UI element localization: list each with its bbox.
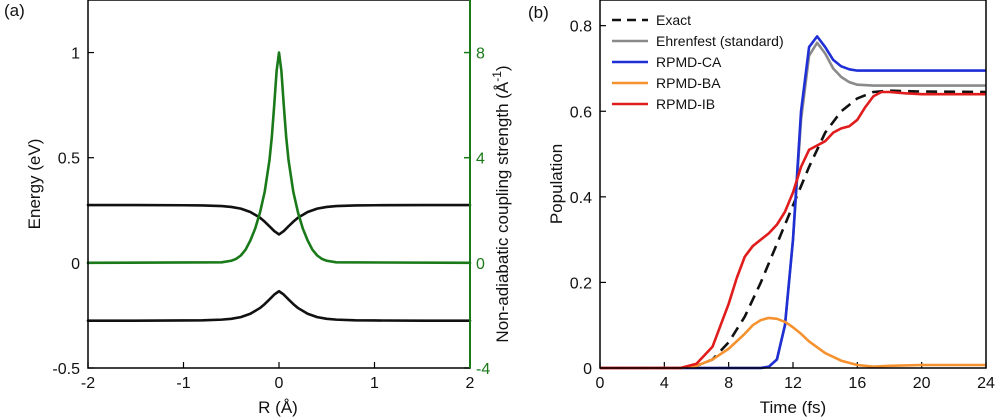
panel-a-label: (a) [4, 1, 25, 20]
panel-a-xtick-label: 1 [370, 375, 379, 392]
panel-b-ytick-label: 0 [583, 361, 592, 378]
panel-b-frame [599, 0, 987, 369]
legend-label-2: RPMD-CA [656, 54, 722, 70]
panel-a-ticks: -2 -1 0 1 2 -0.5 0 0.5 1 -4 0 4 8 [52, 46, 490, 392]
panel-b-xtick-label: 4 [660, 375, 669, 392]
panel-b-xtick-label: 20 [913, 375, 931, 392]
panel-b-ytick-label: 0.4 [570, 190, 592, 207]
panel-b-ytick-label: 0.8 [570, 19, 592, 36]
panel-a-ytick-label: -0.5 [52, 361, 80, 378]
panel-a-xlabel: R (Å) [258, 398, 298, 417]
panel-b-legend: Exact Ehrenfest (standard) RPMD-CA RPMD-BA R… [612, 12, 784, 112]
panel-b-label: (b) [528, 3, 549, 22]
panel-b-xtick-label: 8 [724, 375, 733, 392]
panel-b: (b) 0 4 8 12 16 20 24 0 0.2 0.4 0.6 0.8 Exact Ehrenf… [528, 0, 995, 417]
panel-a-y2tick-label: -4 [476, 361, 490, 378]
panel-b-xtick-label: 16 [848, 375, 866, 392]
panel-a-series-line-0 [86, 203, 472, 236]
panel-b-ylabel: Population [547, 144, 566, 224]
panel-a-xtick-label: -2 [81, 375, 95, 392]
panel-a-y2tick-label: 4 [476, 151, 485, 168]
panel-b-xtick-label: 24 [977, 375, 995, 392]
panel-a-y2tick-label: 0 [476, 256, 485, 273]
panel-a-ytick-label: 0 [71, 256, 80, 273]
panel-b-xlabel: Time (fs) [760, 398, 826, 417]
panel-b-ytick-label: 0.6 [570, 104, 592, 121]
panel-b-series-line-3 [600, 316, 986, 370]
panel-b-ticks: 0 4 8 12 16 20 24 0 0.2 0.4 0.6 0.8 [570, 19, 995, 392]
panel-b-xtick-label: 0 [596, 375, 605, 392]
legend-label-4: RPMD-IB [656, 96, 715, 112]
panel-a: (a) -2 -1 0 1 2 -0.5 0 0.5 1 -4 0 4 8 R (Å) Energy (… [4, 0, 512, 417]
legend-label-1: Ehrenfest (standard) [656, 33, 784, 49]
panel-a-ytick-label: 0.5 [58, 151, 80, 168]
legend-label-0: Exact [656, 12, 691, 28]
panel-a-xtick-label: 2 [466, 375, 475, 392]
legend-label-3: RPMD-BA [656, 75, 721, 91]
panel-a-xtick-label: 0 [275, 375, 284, 392]
panel-a-series-line-2 [86, 51, 472, 265]
panel-a-series-line-1 [86, 289, 472, 322]
panel-b-ytick-label: 0.2 [570, 275, 592, 292]
panel-a-xtick-label: -1 [176, 375, 190, 392]
panel-b-xtick-label: 12 [784, 375, 802, 392]
panel-a-series [86, 51, 472, 322]
panel-b-series [600, 35, 987, 370]
panel-a-y2label-exp: -1 [490, 71, 504, 82]
panel-b-series-line-2 [600, 35, 986, 370]
panel-a-y2label-main: Non-adiabatic coupling strength (Å [493, 81, 512, 342]
panel-a-y2label: Non-adiabatic coupling strength (Å-1) [490, 65, 512, 342]
panel-a-y2tick-label: 8 [476, 46, 485, 63]
panel-a-y2label-end: ) [493, 65, 512, 71]
panel-b-series-line-4 [600, 90, 986, 370]
panel-a-ytick-label: 1 [71, 46, 80, 63]
panel-a-ylabel: Energy (eV) [25, 139, 44, 230]
